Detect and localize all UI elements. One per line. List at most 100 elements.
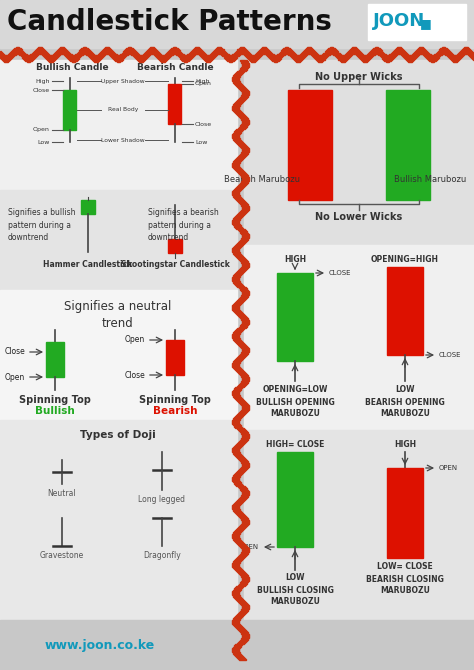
Bar (233, 562, 239, 563)
Bar (233, 504, 240, 505)
Bar (237, 500, 244, 501)
Bar (155, 49, 156, 56)
Bar (239, 659, 246, 660)
Bar (305, 49, 306, 56)
Bar (400, 48, 401, 54)
Bar (281, 50, 282, 58)
Bar (236, 501, 243, 502)
Bar (212, 52, 213, 60)
Bar (219, 47, 220, 54)
Bar (390, 54, 391, 61)
Text: Signifies a bearish
pattern during a
downtrend: Signifies a bearish pattern during a dow… (148, 208, 219, 242)
Bar (241, 147, 248, 148)
Bar (238, 584, 246, 585)
Bar (242, 434, 249, 435)
Bar (241, 261, 248, 262)
Bar (306, 48, 307, 55)
Bar (242, 494, 249, 495)
Bar (28, 55, 29, 62)
Bar (241, 381, 248, 382)
Bar (0, 290, 237, 420)
Bar (237, 542, 243, 543)
Bar (236, 587, 242, 588)
Bar (242, 320, 249, 321)
Bar (237, 400, 244, 401)
Bar (118, 55, 119, 62)
Bar (151, 47, 152, 54)
Bar (240, 268, 247, 269)
Bar (190, 52, 191, 59)
Bar (80, 50, 81, 56)
Bar (240, 97, 247, 98)
Bar (233, 281, 240, 282)
Bar (232, 563, 239, 564)
Bar (234, 568, 241, 569)
Bar (22, 50, 23, 58)
Text: Close: Close (33, 88, 50, 92)
Bar (233, 453, 240, 454)
Bar (109, 48, 110, 55)
Bar (297, 55, 298, 62)
Bar (20, 48, 21, 56)
Bar (417, 49, 418, 56)
Bar (111, 50, 112, 57)
Bar (133, 49, 134, 56)
Text: BEARISH OPENING
MARUBOZU: BEARISH OPENING MARUBOZU (365, 398, 445, 418)
Bar (238, 258, 245, 259)
Bar (235, 426, 241, 427)
Bar (236, 85, 243, 86)
Bar (273, 54, 274, 62)
Bar (238, 70, 246, 71)
Bar (232, 277, 239, 278)
Bar (241, 404, 248, 405)
Bar (57, 50, 58, 57)
Bar (242, 580, 249, 581)
Bar (154, 48, 155, 55)
Bar (51, 55, 52, 62)
Bar (65, 49, 66, 56)
Bar (233, 561, 240, 562)
Bar (233, 395, 240, 396)
Bar (238, 487, 246, 488)
Bar (119, 55, 120, 62)
Bar (240, 411, 247, 412)
Bar (307, 48, 308, 54)
Bar (242, 180, 249, 181)
Bar (233, 538, 240, 539)
Bar (205, 54, 206, 61)
Bar (242, 120, 249, 121)
Bar (369, 52, 370, 60)
Bar (242, 637, 249, 638)
Bar (309, 47, 310, 54)
Bar (241, 547, 248, 548)
Bar (234, 168, 241, 169)
Bar (163, 55, 164, 62)
Bar (233, 196, 240, 197)
Bar (232, 421, 239, 422)
Bar (206, 55, 207, 62)
Bar (236, 50, 237, 58)
Bar (132, 48, 133, 56)
Bar (341, 55, 342, 62)
Bar (130, 47, 131, 54)
Bar (241, 376, 248, 377)
Bar (235, 131, 241, 132)
Bar (31, 54, 32, 61)
Bar (233, 252, 239, 253)
Bar (233, 105, 239, 106)
Bar (242, 265, 249, 266)
Bar (222, 48, 223, 56)
Bar (232, 536, 239, 537)
Bar (237, 642, 245, 643)
Bar (253, 55, 254, 62)
Bar (324, 52, 325, 60)
Bar (180, 52, 181, 58)
Bar (232, 193, 239, 194)
Bar (373, 48, 374, 55)
Bar (242, 466, 248, 467)
Bar (236, 215, 243, 216)
Bar (241, 496, 248, 497)
Bar (238, 356, 245, 357)
Bar (258, 51, 259, 58)
Bar (234, 483, 241, 484)
